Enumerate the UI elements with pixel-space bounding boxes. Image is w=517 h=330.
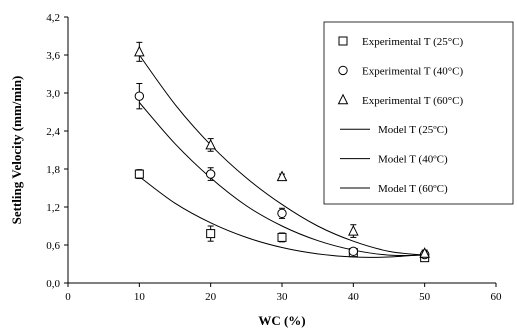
y-ticks: 0,0 0,6 1,2 1,8 2,4 3,0 3,6 4,2 <box>46 12 68 290</box>
legend-label: Model T (25ºC) <box>378 124 448 136</box>
data-point-triangle <box>419 247 430 258</box>
legend-marker-circle <box>338 65 348 76</box>
legend-label: Experimental T (40°C) <box>362 65 463 77</box>
y-tick-label: 2,4 <box>46 126 60 138</box>
x-axis-title: WC (%) <box>258 313 305 328</box>
x-tick-label: 20 <box>205 291 217 303</box>
data-point-circle <box>348 246 359 257</box>
y-tick-label: 1,8 <box>46 164 60 176</box>
legend-box <box>323 21 514 205</box>
x-tick-label: 30 <box>277 291 289 303</box>
x-tick-label: 0 <box>65 291 71 303</box>
data-points <box>134 41 430 263</box>
legend-items: Experimental T (25°C) Experimental T (40°… <box>337 36 463 195</box>
y-tick-label: 0,0 <box>46 278 60 290</box>
data-point-triangle <box>348 224 359 236</box>
data-point-square <box>277 232 287 242</box>
y-tick-label: 4,2 <box>46 12 60 24</box>
data-point-triangle <box>134 45 145 57</box>
x-tick-label: 10 <box>134 291 146 303</box>
data-point-square <box>206 229 216 239</box>
plot-area: 0,0 0,6 1,2 1,8 2,4 3,0 3,6 4,2 0 10 20 30 40 50 60 <box>46 12 502 303</box>
model-curve-5 <box>138 54 425 256</box>
x-tick-label: 60 <box>491 291 503 303</box>
y-axis-title: Settling Velocity (mm/min) <box>9 76 24 225</box>
legend: Experimental T (25°C) Experimental T (40°… <box>323 21 514 205</box>
legend-label: Experimental T (25°C) <box>362 36 463 48</box>
x-tick-label: 40 <box>348 291 360 303</box>
x-ticks: 0 10 20 30 40 50 60 <box>65 283 502 303</box>
legend-marker-triangle <box>337 93 349 105</box>
data-point-triangle <box>276 170 288 182</box>
legend-marker-square <box>338 36 348 46</box>
data-point-circle <box>277 208 287 219</box>
data-point-square <box>134 169 144 179</box>
x-tick-label: 50 <box>419 291 431 303</box>
data-point-circle <box>205 169 216 179</box>
y-tick-label: 3,0 <box>46 88 60 100</box>
legend-label: Experimental T (60°C) <box>362 95 463 107</box>
legend-label: Model T (60ºC) <box>378 183 448 195</box>
y-tick-label: 1,2 <box>46 202 60 214</box>
model-curve-3 <box>139 176 425 258</box>
data-point-circle <box>134 91 145 101</box>
model-curve-4 <box>138 102 425 257</box>
y-tick-label: 0,6 <box>46 240 60 252</box>
model-curves <box>138 54 425 258</box>
legend-label: Model T (40ºC) <box>378 154 448 166</box>
data-point-triangle <box>205 138 216 150</box>
y-tick-label: 3,6 <box>46 50 60 62</box>
